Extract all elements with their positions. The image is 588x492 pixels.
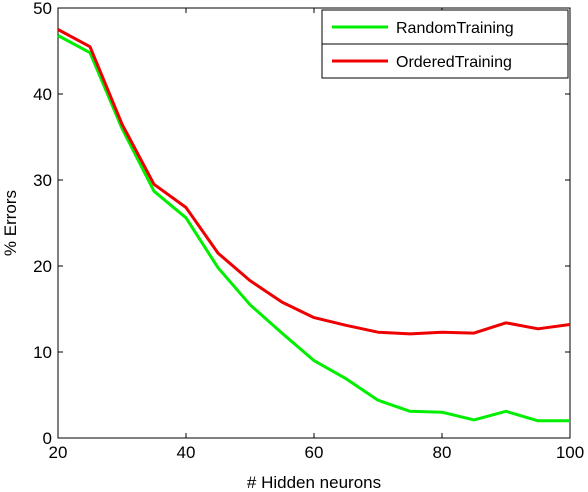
x-tick-label: 20 <box>49 443 68 462</box>
x-tick-label: 100 <box>556 443 584 462</box>
y-tick-label: 50 <box>33 0 52 18</box>
x-tick-label: 80 <box>433 443 452 462</box>
x-tick-label: 40 <box>177 443 196 462</box>
x-axis: 20 40 60 80 100 <box>49 8 584 462</box>
y-tick-label: 10 <box>33 343 52 362</box>
series-line-ordered-training <box>57 28 571 336</box>
x-tick-label: 60 <box>305 443 324 462</box>
series-lines <box>57 28 571 423</box>
legend-label-ordered-training: OrderedTraining <box>396 54 512 71</box>
y-tick-label: 40 <box>33 85 52 104</box>
y-tick-label: 0 <box>43 429 52 448</box>
y-tick-label: 30 <box>33 171 52 190</box>
y-axis: 0 10 20 30 40 50 <box>33 0 570 448</box>
y-tick-label: 20 <box>33 257 52 276</box>
y-axis-label: % Errors <box>1 190 20 256</box>
x-axis-label: # Hidden neurons <box>247 473 381 492</box>
plot-area <box>57 7 571 439</box>
legend: RandomTraining OrderedTraining <box>321 9 569 79</box>
legend-label-random-training: RandomTraining <box>396 20 514 37</box>
series-line-random-training <box>57 34 570 423</box>
